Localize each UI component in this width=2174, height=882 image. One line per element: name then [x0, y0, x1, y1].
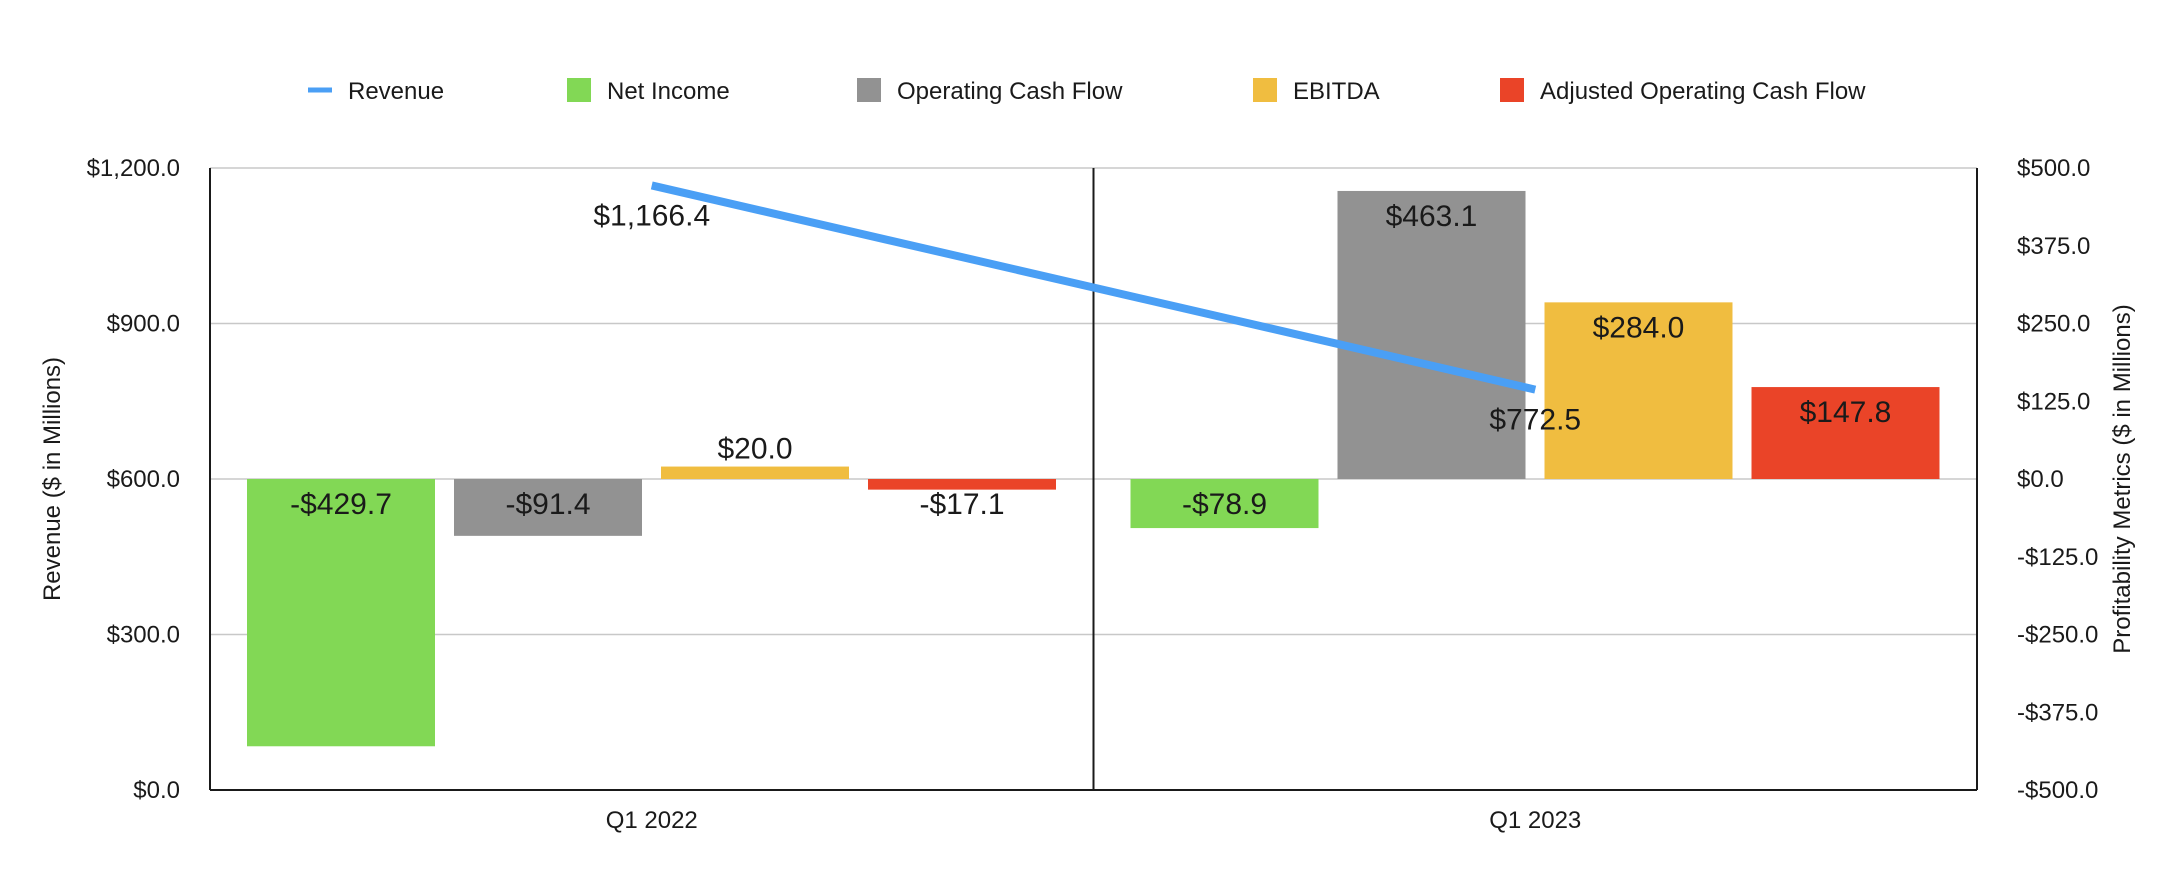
right-tick-label: $125.0: [2017, 388, 2090, 415]
data-labels: -$429.7 -$78.9 -$91.4 $463.1 $20.0 $284.0 -$17…: [290, 199, 1891, 521]
right-tick-label: $250.0: [2017, 311, 2090, 338]
right-tick-label: -$125.0: [2017, 544, 2098, 571]
bar-operating-cash-flow-0: [454, 479, 642, 536]
legend-swatch-net-income: [567, 78, 591, 102]
legend-swatch-ebitda: [1253, 78, 1277, 102]
bars: [247, 190, 1940, 747]
legend: Revenue Net Income Operating Cash Flow EBIT…: [308, 78, 1866, 105]
category-label: Q1 2022: [606, 807, 698, 834]
left-tick-label: $600.0: [107, 466, 180, 493]
right-tick-label: $375.0: [2017, 233, 2090, 260]
data-label: $463.1: [1386, 200, 1478, 233]
bar-adjusted-operating-cash-flow-1: [1751, 387, 1940, 479]
legend-swatch-adjusted-operating-cash-flow: [1500, 78, 1524, 102]
revenue-data-label: $1,166.4: [593, 199, 710, 232]
bar-net-income-1: [1130, 479, 1319, 529]
right-tick-label: -$500.0: [2017, 777, 2098, 804]
left-axis-title: Revenue ($ in Millions): [39, 357, 66, 601]
left-tick-label: $1,200.0: [87, 155, 180, 182]
data-label: -$429.7: [290, 488, 392, 521]
data-label: $284.0: [1593, 311, 1685, 344]
bar-operating-cash-flow-1: [1337, 190, 1526, 480]
revenue-data-label: $772.5: [1489, 404, 1581, 437]
bar-ebitda-1: [1544, 302, 1733, 479]
legend-label-revenue: Revenue: [348, 78, 444, 105]
left-tick-label: $0.0: [133, 777, 180, 804]
revenue-line-path: [650, 181, 1537, 394]
data-label: -$91.4: [505, 488, 590, 521]
data-label: $147.8: [1800, 396, 1892, 429]
data-label: $20.0: [717, 433, 792, 466]
plot-frame: [209, 168, 1978, 791]
right-tick-label: $500.0: [2017, 155, 2090, 182]
bar-net-income-0: [247, 479, 435, 747]
category-label: Q1 2023: [1489, 807, 1581, 834]
legend-label-net-income: Net Income: [607, 78, 730, 105]
right-tick-label: -$250.0: [2017, 622, 2098, 649]
right-axis-title: Profitability Metrics ($ in Millions): [2109, 304, 2136, 653]
revenue-line: [650, 181, 1537, 394]
axes: $0.0 $300.0 $600.0 $900.0 $1,200.0 -$500.0 -$3…: [39, 155, 2136, 834]
right-tick-label: $0.0: [2017, 466, 2064, 493]
legend-swatch-operating-cash-flow: [857, 78, 881, 102]
bar-ebitda-0: [661, 466, 849, 479]
left-tick-label: $900.0: [107, 311, 180, 338]
data-label: -$17.1: [919, 488, 1004, 521]
bar-adjusted-operating-cash-flow-0: [868, 479, 1056, 490]
left-tick-label: $300.0: [107, 622, 180, 649]
right-tick-label: -$375.0: [2017, 699, 2098, 726]
legend-label-operating-cash-flow: Operating Cash Flow: [897, 78, 1123, 105]
legend-label-adjusted-operating-cash-flow: Adjusted Operating Cash Flow: [1540, 78, 1866, 105]
data-label: -$78.9: [1182, 488, 1267, 521]
legend-label-ebitda: EBITDA: [1293, 78, 1380, 105]
